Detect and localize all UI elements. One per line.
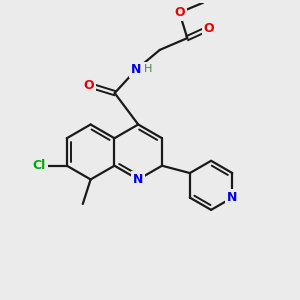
Text: O: O bbox=[174, 6, 185, 19]
Text: Cl: Cl bbox=[33, 159, 46, 172]
Text: N: N bbox=[227, 191, 238, 204]
Text: N: N bbox=[133, 173, 143, 186]
Text: H: H bbox=[144, 64, 152, 74]
Text: N: N bbox=[131, 63, 141, 76]
Text: O: O bbox=[204, 22, 214, 35]
Text: O: O bbox=[84, 79, 94, 92]
